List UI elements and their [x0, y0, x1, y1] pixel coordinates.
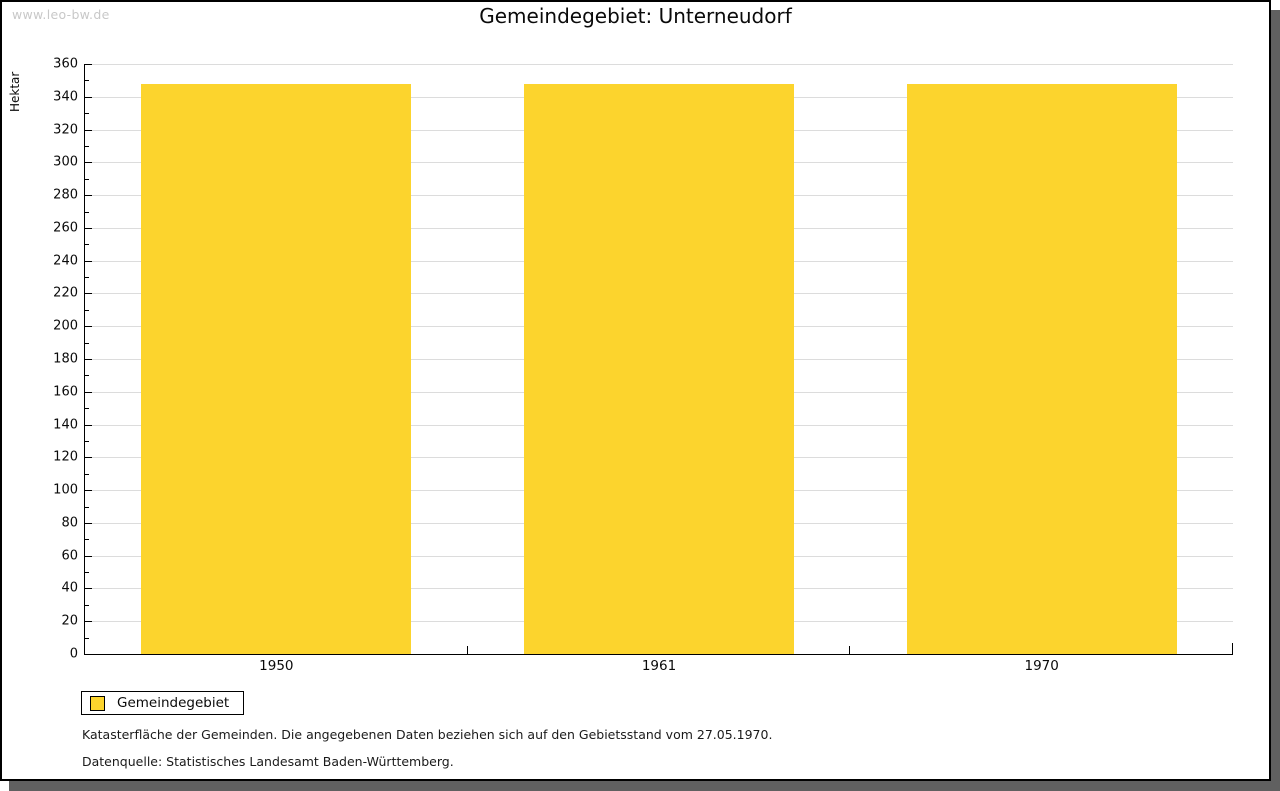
y-tick-label-260: 260 [53, 220, 78, 236]
y-tick-label-200: 200 [53, 318, 78, 334]
y-tick-minor-70 [85, 539, 89, 541]
y-tick-label-80: 80 [61, 515, 78, 531]
y-tick-minor-130 [85, 440, 89, 442]
y-tick-major-100 [85, 490, 92, 492]
y-tick-minor-90 [85, 506, 89, 508]
y-tick-label-100: 100 [53, 482, 78, 498]
y-tick-label-40: 40 [61, 580, 78, 596]
y-tick-label-240: 240 [53, 253, 78, 269]
y-tick-minor-10 [85, 637, 89, 639]
gridline-y-360 [85, 64, 1233, 65]
y-tick-label-160: 160 [53, 384, 78, 400]
y-tick-major-140 [85, 424, 92, 426]
legend-label: Gemeindegebiet [117, 695, 230, 711]
y-tick-minor-350 [85, 80, 89, 82]
footnote-data-source: Datenquelle: Statistisches Landesamt Bad… [82, 754, 454, 769]
footnote-source-note: Katasterfläche der Gemeinden. Die angege… [82, 727, 773, 742]
y-tick-label-320: 320 [53, 122, 78, 138]
x-tick-boundary-1 [466, 646, 468, 654]
y-tick-label-180: 180 [53, 351, 78, 367]
y-tick-major-280 [85, 195, 92, 197]
y-tick-major-40 [85, 588, 92, 590]
y-tick-minor-170 [85, 375, 89, 377]
y-tick-label-300: 300 [53, 154, 78, 170]
y-tick-label-0: 0 [69, 646, 78, 662]
y-tick-minor-290 [85, 178, 89, 180]
y-tick-major-320 [85, 129, 92, 131]
y-tick-label-360: 360 [53, 56, 78, 72]
bar-1961 [524, 83, 794, 654]
plot-area: 0 20 40 60 80 100 120 140 160 180 200 220 240 260 280 3… [53, 57, 1233, 674]
x-tick-boundary-2 [849, 646, 851, 654]
legend-box: Gemeindegebiet [81, 691, 245, 715]
y-axis-label: Hektar [8, 71, 22, 112]
y-tick-minor-50 [85, 572, 89, 574]
y-tick-label-340: 340 [53, 89, 78, 105]
y-tick-major-0 [85, 654, 92, 655]
x-tick-label-1961: 1961 [641, 658, 677, 674]
y-tick-major-200 [85, 326, 92, 328]
y-tick-major-20 [85, 621, 92, 623]
y-tick-major-300 [85, 162, 92, 164]
y-tick-minor-30 [85, 604, 89, 606]
y-tick-minor-190 [85, 342, 89, 344]
chart-title: Gemeindegebiet: Unterneudorf [479, 4, 792, 28]
y-tick-minor-150 [85, 408, 89, 410]
bar-1950 [141, 83, 412, 654]
y-tick-minor-110 [85, 473, 89, 475]
y-tick-label-140: 140 [53, 417, 78, 433]
y-tick-major-160 [85, 391, 92, 393]
y-tick-label-280: 280 [53, 187, 78, 203]
y-tick-major-260 [85, 227, 92, 229]
y-tick-major-60 [85, 555, 92, 557]
y-tick-minor-210 [85, 309, 89, 311]
y-tick-major-340 [85, 96, 92, 98]
y-tick-major-360 [85, 64, 92, 65]
y-tick-minor-330 [85, 113, 89, 115]
bar-1970 [906, 83, 1177, 654]
legend-swatch [90, 695, 105, 711]
y-tick-major-180 [85, 359, 92, 360]
x-tick-boundary-3 [1232, 643, 1233, 654]
y-tick-major-240 [85, 260, 92, 262]
y-tick-minor-310 [85, 145, 89, 147]
y-tick-label-120: 120 [53, 449, 78, 465]
x-tick-label-1970: 1970 [1024, 658, 1059, 674]
x-tick-label-1950: 1950 [259, 658, 294, 674]
y-tick-major-120 [85, 457, 92, 459]
y-tick-major-80 [85, 522, 92, 524]
watermark: www.leo-bw.de [12, 7, 110, 22]
y-tick-minor-250 [85, 244, 89, 246]
y-tick-label-20: 20 [61, 613, 78, 629]
chart-canvas: www.leo-bw.de Gemeindegebiet: Unterneudo… [2, 2, 1269, 779]
y-tick-label-60: 60 [61, 548, 78, 564]
y-tick-major-220 [85, 293, 92, 295]
y-tick-minor-270 [85, 211, 89, 213]
y-tick-minor-230 [85, 277, 89, 279]
y-tick-label-220: 220 [53, 285, 78, 301]
